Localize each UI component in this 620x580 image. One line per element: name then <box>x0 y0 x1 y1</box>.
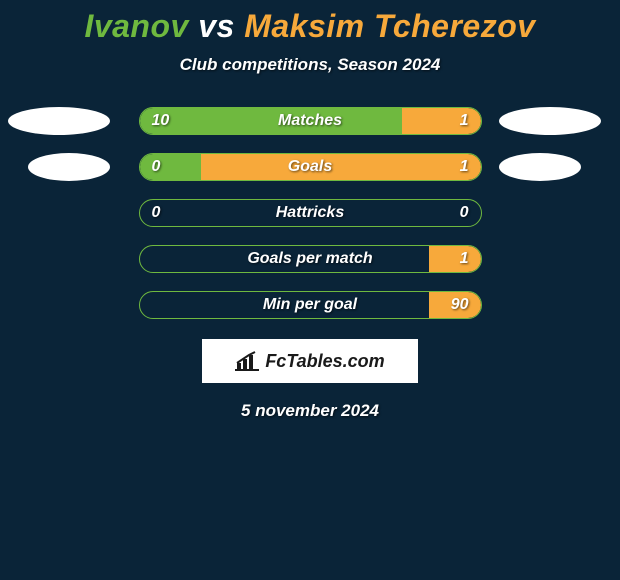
logo-text: FcTables.com <box>265 351 384 372</box>
player2-name: Maksim Tcherezov <box>244 8 535 44</box>
page-title: Ivanov vs Maksim Tcherezov <box>0 8 620 45</box>
player2-bar-fill <box>402 108 480 134</box>
stat-row: Goals per match1 <box>0 245 620 273</box>
stat-bar: Min per goal90 <box>139 291 482 319</box>
player2-bar-fill <box>201 154 481 180</box>
subtitle: Club competitions, Season 2024 <box>0 55 620 75</box>
player2-bar-fill <box>429 246 480 272</box>
stat-bar: Goals per match1 <box>139 245 482 273</box>
player1-bar-fill <box>140 108 403 134</box>
player1-badge <box>8 107 110 135</box>
stat-bar: Goals01 <box>139 153 482 181</box>
date-label: 5 november 2024 <box>0 401 620 421</box>
vs-label: vs <box>198 8 235 44</box>
stat-row: Hattricks0 0 <box>0 199 620 227</box>
player1-value: 0 <box>152 200 161 226</box>
player1-bar-fill <box>140 154 201 180</box>
player2-badge <box>499 107 601 135</box>
player2-badge <box>499 153 581 181</box>
player2-bar-fill <box>429 292 480 318</box>
player1-name: Ivanov <box>84 8 188 44</box>
stat-bar: Matches101 <box>139 107 482 135</box>
stat-bar: Hattricks0 0 <box>139 199 482 227</box>
player2-value: 0 <box>460 200 469 226</box>
stat-label: Hattricks <box>140 200 481 226</box>
stat-row: Goals01 <box>0 153 620 181</box>
comparison-widget: Ivanov vs Maksim Tcherezov Club competit… <box>0 0 620 421</box>
stats-list: Matches101 Goals01 Hattricks0 0 Goals per ma… <box>0 107 620 319</box>
stat-row: Min per goal90 <box>0 291 620 319</box>
player1-badge <box>28 153 110 181</box>
stat-row: Matches101 <box>0 107 620 135</box>
chart-icon <box>235 351 259 371</box>
fctables-logo[interactable]: FcTables.com <box>202 339 418 383</box>
